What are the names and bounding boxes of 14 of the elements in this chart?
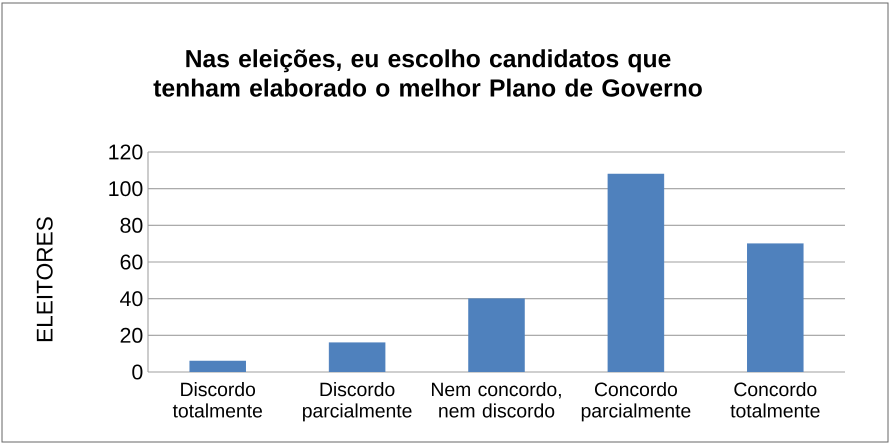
x-tick-label: Nem concordo, nem discordo — [432, 382, 561, 418]
y-tick-label: 0 — [132, 364, 142, 380]
y-tick-label: 40 — [120, 291, 142, 306]
chart-title: Nas eleições, eu escolho candidatos que tenham elaborado o melhor Plano de Governo — [154, 49, 702, 97]
x-tick-label: Discordo totalmente — [172, 382, 262, 418]
x-tick-label: Concordo parcialmente — [582, 382, 690, 422]
y-axis-title: ELEITORES — [36, 217, 53, 342]
x-tick-label: Discordo parcialmente — [303, 382, 412, 422]
y-tick-label: 60 — [120, 254, 142, 270]
x-tick-label: Concordo totalmente — [730, 382, 820, 418]
y-tick-label: 120 — [109, 144, 142, 160]
y-tick-label: 20 — [120, 328, 142, 343]
y-tick-label: 80 — [120, 218, 142, 233]
y-tick-label: 100 — [109, 181, 142, 196]
